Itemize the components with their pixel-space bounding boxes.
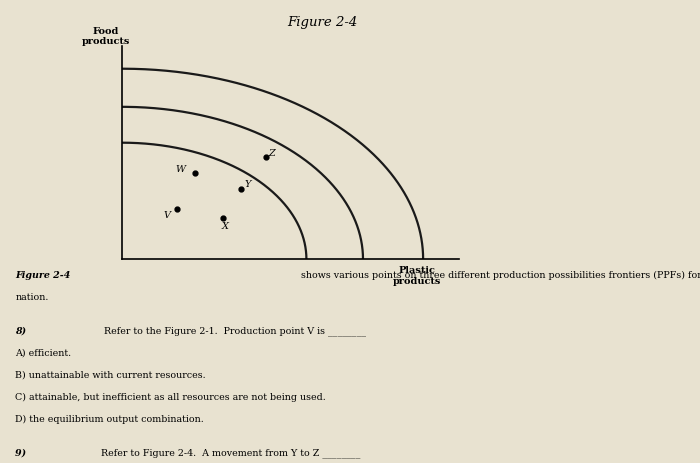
Text: Food
products: Food products [81, 27, 130, 46]
Text: Plastic
products: Plastic products [392, 266, 441, 286]
Text: Y: Y [244, 180, 251, 189]
Text: nation.: nation. [15, 293, 49, 302]
Text: W: W [176, 165, 186, 174]
Text: 9): 9) [15, 449, 30, 457]
Text: Z: Z [269, 149, 276, 158]
Text: shows various points on three different production possibilities frontiers (PPFs: shows various points on three different … [301, 271, 700, 280]
Text: V: V [164, 211, 171, 220]
Text: X: X [222, 222, 229, 231]
Text: 8): 8) [15, 326, 30, 335]
Text: Refer to Figure 2-4.  A movement from Y to Z ________: Refer to Figure 2-4. A movement from Y t… [101, 449, 360, 458]
Text: Figure 2-4: Figure 2-4 [15, 271, 71, 280]
Text: C) attainable, but inefficient as all resources are not being used.: C) attainable, but inefficient as all re… [15, 393, 326, 402]
Text: A) efficient.: A) efficient. [15, 349, 71, 357]
Text: Figure 2-4: Figure 2-4 [287, 16, 357, 29]
Text: B) unattainable with current resources.: B) unattainable with current resources. [15, 371, 206, 380]
Text: D) the equilibrium output combination.: D) the equilibrium output combination. [15, 415, 204, 425]
Text: Refer to the Figure 2-1.  Production point V is ________: Refer to the Figure 2-1. Production poin… [101, 326, 366, 336]
